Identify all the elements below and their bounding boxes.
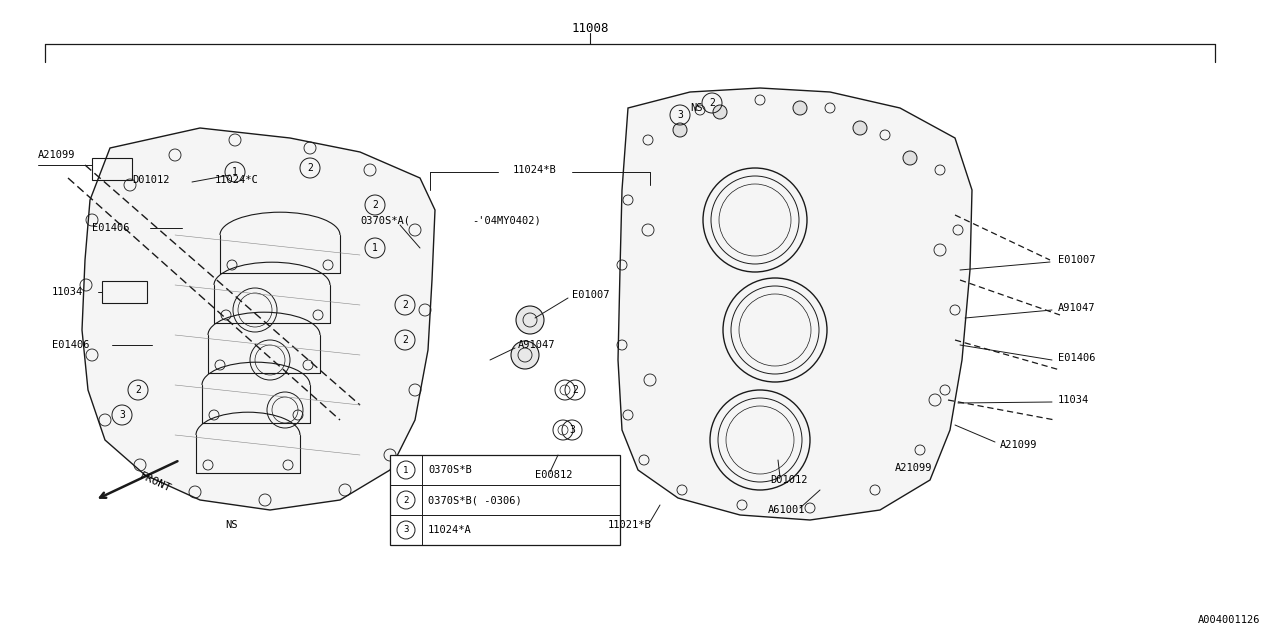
Text: 2: 2 <box>709 98 716 108</box>
Text: 2: 2 <box>572 385 579 395</box>
Bar <box>390 455 620 545</box>
Text: E01406: E01406 <box>1059 353 1096 363</box>
Circle shape <box>713 105 727 119</box>
Circle shape <box>673 123 687 137</box>
Text: 1: 1 <box>403 465 408 474</box>
Text: 2: 2 <box>372 200 378 210</box>
Text: 2: 2 <box>403 495 408 504</box>
Circle shape <box>511 341 539 369</box>
Circle shape <box>516 306 544 334</box>
Text: 11008: 11008 <box>571 22 609 35</box>
Text: A21099: A21099 <box>1000 440 1038 450</box>
Text: A91047: A91047 <box>518 340 556 350</box>
Bar <box>102 281 147 303</box>
Polygon shape <box>82 128 435 510</box>
Text: A21099: A21099 <box>38 150 76 160</box>
Text: 0370S*A(: 0370S*A( <box>360 215 410 225</box>
Text: 0370S*B( -0306): 0370S*B( -0306) <box>428 495 522 505</box>
Text: -'04MY0402): -'04MY0402) <box>472 215 540 225</box>
Text: 2: 2 <box>307 163 312 173</box>
Text: 3: 3 <box>403 525 408 534</box>
Text: FRONT: FRONT <box>138 470 173 494</box>
Text: D01012: D01012 <box>771 475 808 485</box>
Text: E01007: E01007 <box>1059 255 1096 265</box>
Bar <box>92 158 132 180</box>
Text: 1: 1 <box>372 243 378 253</box>
Text: E01406: E01406 <box>92 223 129 233</box>
Text: 3: 3 <box>677 110 684 120</box>
Text: E00812: E00812 <box>535 470 572 480</box>
Text: E01406: E01406 <box>52 340 90 350</box>
Text: NS: NS <box>225 520 238 530</box>
Text: 2: 2 <box>402 300 408 310</box>
Circle shape <box>794 101 806 115</box>
Text: 2: 2 <box>402 335 408 345</box>
Text: 11021*B: 11021*B <box>608 520 652 530</box>
Text: A21099: A21099 <box>895 463 933 473</box>
Text: 3: 3 <box>119 410 125 420</box>
Text: 2: 2 <box>136 385 141 395</box>
Text: 0370S*B: 0370S*B <box>428 465 472 475</box>
Text: 11024*A: 11024*A <box>428 525 472 535</box>
Text: E01007: E01007 <box>572 290 609 300</box>
Text: 11034: 11034 <box>52 287 83 297</box>
Text: D01012: D01012 <box>132 175 169 185</box>
Text: 3: 3 <box>570 425 575 435</box>
Text: NS: NS <box>690 103 703 113</box>
Text: 1: 1 <box>232 167 238 177</box>
Text: 11024*C: 11024*C <box>215 175 259 185</box>
Text: A91047: A91047 <box>1059 303 1096 313</box>
Text: 11024*B: 11024*B <box>513 165 557 175</box>
Circle shape <box>852 121 867 135</box>
Circle shape <box>902 151 916 165</box>
Text: A61001: A61001 <box>768 505 805 515</box>
Text: 11034: 11034 <box>1059 395 1089 405</box>
Polygon shape <box>618 88 972 520</box>
Text: A004001126: A004001126 <box>1198 615 1260 625</box>
